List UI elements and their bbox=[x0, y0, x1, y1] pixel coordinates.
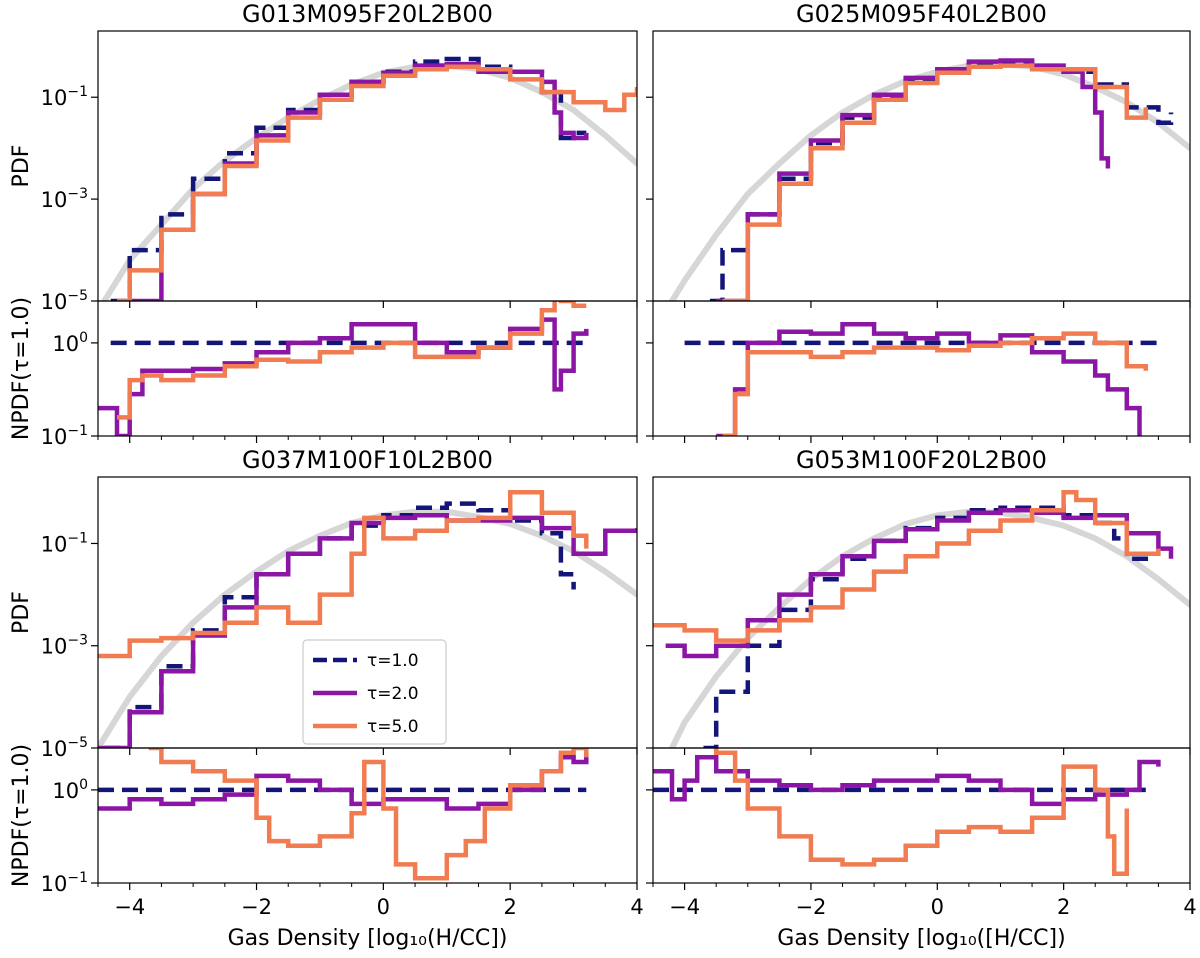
npdf-y-tick-label-exp: −1 bbox=[67, 870, 88, 886]
pdf-y-tick-label: 10−3 bbox=[41, 633, 88, 659]
pdf-y-tick-label: 10−1 bbox=[41, 84, 88, 110]
x-tick-label: 4 bbox=[1183, 895, 1196, 919]
npdf-y-tick-label-base: 10 bbox=[41, 872, 68, 896]
legend: τ=1.0 τ=2.0 τ=5.0 bbox=[302, 639, 447, 745]
npdf-y-tick-label: 10−1 bbox=[41, 870, 88, 896]
npdf-y-tick-label-exp: 0 bbox=[79, 777, 88, 793]
panel-title: G025M095F40L2B00 bbox=[796, 0, 1047, 28]
panel-title: G037M100F10L2B00 bbox=[242, 446, 493, 474]
pdf-series-t2 bbox=[665, 507, 1174, 659]
pdf-y-tick-label-base: 10 bbox=[41, 532, 68, 556]
pdf-series-t5 bbox=[722, 63, 1149, 301]
npdf-series-t2 bbox=[716, 322, 1142, 436]
npdf-y-tick-label: 100 bbox=[52, 330, 88, 356]
reference-fit-curve bbox=[100, 62, 637, 301]
npdf-series-t5 bbox=[117, 301, 587, 420]
panel-4: G053M100F20L2B00 −4 −2 0 2 4 Gas Density [log₁… bbox=[646, 446, 1197, 951]
npdf-axes-frame bbox=[97, 747, 638, 884]
legend-box bbox=[302, 639, 447, 745]
x-tick-label: −2 bbox=[241, 895, 272, 919]
x-tick-label: 4 bbox=[630, 895, 643, 919]
x-axis-label: Gas Density [log₁₀(H/CC]) bbox=[228, 926, 508, 951]
pdf-y-tick-label-exp: −1 bbox=[67, 84, 88, 100]
npdf-series-t2 bbox=[98, 317, 589, 436]
panel-title: G013M095F20L2B00 bbox=[242, 0, 493, 28]
pdf-y-axis-label: PDF bbox=[9, 145, 34, 188]
npdf-axes-frame bbox=[97, 300, 638, 437]
npdf-y-tick-label-exp: 0 bbox=[79, 330, 88, 346]
pdf-y-tick-label-base: 10 bbox=[41, 86, 68, 110]
npdf-y-tick-label-exp: −1 bbox=[67, 423, 88, 439]
npdf-axes-frame bbox=[652, 747, 1191, 884]
pdf-series-t5 bbox=[117, 64, 637, 301]
pdf-y-axis-label: PDF bbox=[9, 591, 34, 634]
x-tick-label: 2 bbox=[503, 895, 516, 919]
pdf-y-tick-label-base: 10 bbox=[41, 290, 68, 314]
npdf-series-t5 bbox=[713, 748, 1130, 876]
npdf-y-tick-label-base: 10 bbox=[52, 779, 79, 803]
pdf-y-tick-label-exp: −1 bbox=[67, 530, 88, 546]
npdf-y-tick-label-base: 10 bbox=[52, 332, 79, 356]
pdf-y-tick-label: 10−1 bbox=[41, 530, 88, 556]
pdf-series-t2 bbox=[98, 513, 637, 748]
npdf-series-t5 bbox=[722, 331, 1149, 436]
pdf-series-t2 bbox=[716, 58, 1111, 301]
pdf-y-tick-label-base: 10 bbox=[41, 635, 68, 659]
npdf-y-axis-label: NPDF(τ=1.0) bbox=[9, 744, 34, 887]
legend-label: τ=1.0 bbox=[367, 651, 419, 671]
pdf-y-tick-label-exp: −3 bbox=[67, 633, 88, 649]
pdf-y-tick-label-base: 10 bbox=[41, 737, 68, 761]
legend-label: τ=5.0 bbox=[367, 717, 419, 737]
pdf-y-tick-label-base: 10 bbox=[41, 188, 68, 212]
pdf-series-t5 bbox=[98, 490, 589, 659]
npdf-y-tick-label: 10−1 bbox=[41, 423, 88, 449]
npdf-series-t2 bbox=[653, 755, 1161, 807]
x-tick-label: −2 bbox=[795, 895, 826, 919]
x-tick-label: 2 bbox=[1057, 895, 1070, 919]
pdf-y-tick-label: 10−5 bbox=[41, 288, 88, 314]
pdf-series-t1 bbox=[703, 505, 1149, 748]
x-tick-label: 0 bbox=[377, 895, 390, 919]
panel-title: G053M100F20L2B00 bbox=[796, 446, 1047, 474]
panel-3: G037M100F10L2B00 −4 −2 0 2 4 PDF NPDF(τ=1.0) Gas… bbox=[9, 446, 644, 951]
x-axis-label: Gas Density [log₁₀([H/CC]) bbox=[777, 926, 1065, 951]
npdf-y-tick-label-base: 10 bbox=[41, 425, 68, 449]
x-tick-label: 0 bbox=[931, 895, 944, 919]
pdf-axes-frame bbox=[97, 30, 638, 302]
pdf-series-t5 bbox=[653, 490, 1161, 643]
npdf-y-tick-label: 100 bbox=[52, 777, 88, 803]
pdf-y-tick-label-exp: −5 bbox=[67, 288, 88, 304]
npdf-axes-frame bbox=[652, 300, 1191, 437]
pdf-y-tick-label-exp: −5 bbox=[67, 735, 88, 751]
pdf-y-tick-label: 10−5 bbox=[41, 735, 88, 761]
pdf-y-tick-label-exp: −3 bbox=[67, 186, 88, 202]
pdf-y-tick-label: 10−3 bbox=[41, 186, 88, 212]
x-tick-label: −4 bbox=[669, 895, 700, 919]
npdf-y-axis-label: NPDF(τ=1.0) bbox=[9, 297, 34, 440]
x-tick-label: −4 bbox=[114, 895, 145, 919]
panel-1: G013M095F20L2B00 PDF NPDF(τ=1.0) bbox=[9, 0, 638, 443]
npdf-series-t5 bbox=[148, 748, 589, 881]
legend-label: τ=2.0 bbox=[367, 684, 419, 704]
panel-2: G025M095F40L2B00 bbox=[646, 0, 1191, 443]
